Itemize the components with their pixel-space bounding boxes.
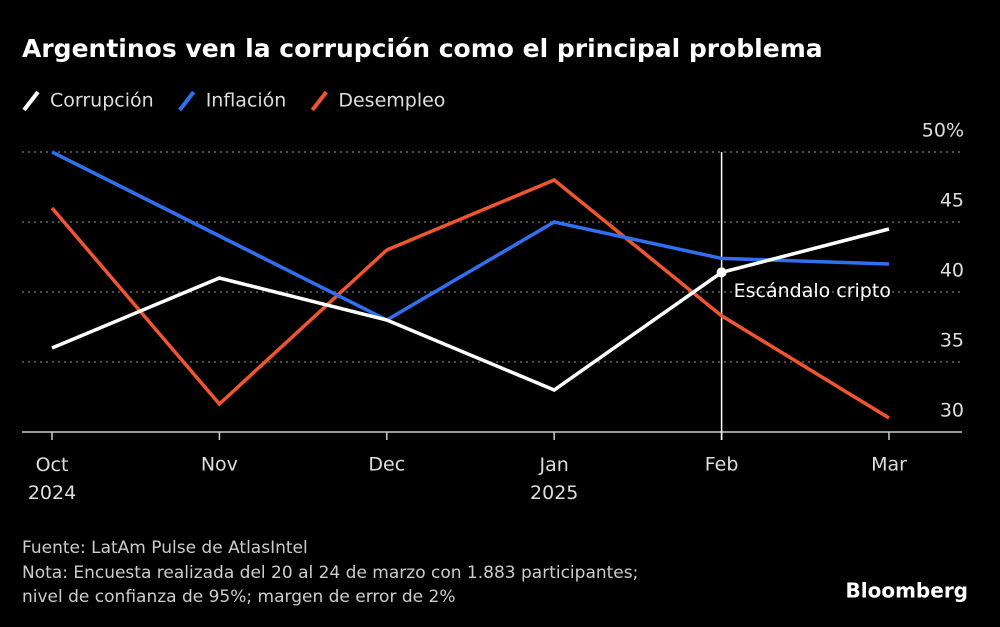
x-tick-label: Nov [201, 454, 238, 476]
x-tick-label: Dec [368, 454, 405, 476]
note: Nota: Encuesta realizada del 20 al 24 de… [22, 563, 638, 583]
y-tick-label: 30 [940, 400, 964, 422]
x-tick-label: Jan 2025 [530, 454, 578, 504]
series-line [50, 177, 890, 420]
note: nivel de confianza de 95%; margen de err… [22, 587, 455, 607]
x-tick-label: Mar [871, 454, 907, 476]
series-line [51, 150, 890, 322]
legend-label: Corrupción [50, 90, 154, 112]
y-tick-label: 35 [940, 330, 964, 352]
legend-swatch [178, 90, 196, 112]
legend-swatch [22, 90, 40, 112]
legend-swatch [310, 90, 328, 112]
y-tick-label: 40 [940, 260, 964, 282]
legend-label: Desempleo [338, 90, 445, 112]
y-tick-label: 45 [940, 190, 964, 212]
y-tick-label: 50% [922, 120, 964, 142]
x-tick-label: Feb [705, 454, 739, 476]
x-tick-label: Oct 2024 [28, 454, 76, 504]
series-line [51, 227, 890, 392]
source: Fuente: LatAm Pulse de AtlasIntel [22, 538, 308, 558]
annotation-label: Escándalo cripto [734, 280, 891, 302]
brand: Bloomberg [846, 579, 968, 603]
chart-title: Argentinos ven la corrupción como el pri… [22, 34, 823, 63]
annotation-dot [716, 267, 727, 278]
legend-label: Inflación [206, 90, 287, 112]
